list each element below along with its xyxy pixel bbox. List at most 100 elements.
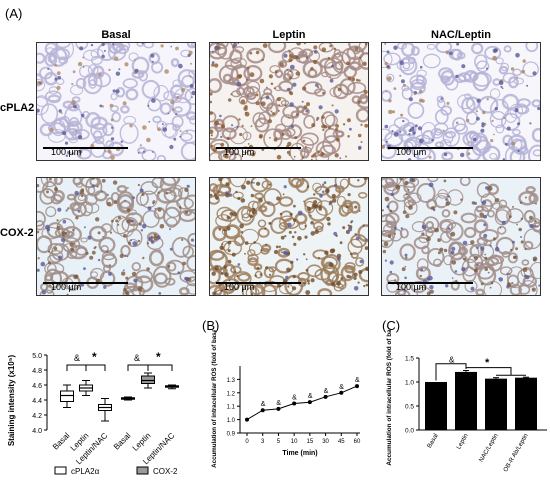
data-point	[355, 384, 359, 389]
tissue-texture	[37, 43, 195, 160]
column-leptin-label: Leptin	[272, 29, 306, 41]
data-point	[323, 394, 328, 399]
significance-mark: &	[292, 395, 297, 402]
legend-label: cPLA2α	[71, 467, 100, 476]
bar	[425, 382, 447, 430]
series-line	[246, 385, 358, 421]
data-point	[292, 401, 297, 406]
x-tick-label: 60	[354, 439, 361, 445]
scale-label: 100 μm	[396, 147, 427, 157]
scale-bar	[216, 282, 301, 284]
scale-bar	[43, 147, 128, 149]
x-tick-label: 5	[277, 439, 281, 445]
micrograph-cox2-leptin: 100 μm	[209, 177, 369, 296]
legend-swatch-cpla2	[54, 466, 67, 475]
y-tick-label: 1.0	[405, 380, 414, 387]
y-tick-label: 4.6	[32, 383, 42, 390]
legend-swatch-cox2	[136, 466, 149, 475]
box	[60, 390, 74, 402]
significance-mark: *	[92, 350, 97, 364]
bar	[455, 371, 477, 430]
row-cox2-label: COX-2	[0, 227, 34, 239]
box-plot-chart: 5.0 4.8 4.6 4.4 4.2 4.0 Staining intensity (x1…	[7, 350, 179, 476]
scale-label: 100 μm	[51, 147, 82, 157]
y-tick-label: 0.0	[405, 428, 414, 435]
significance-mark: &	[276, 400, 281, 407]
panel-c-label: (C)	[382, 318, 401, 333]
y-tick-label: 4.4	[32, 398, 42, 405]
y-axis-label: Accumulation of intracellular ROS (fold …	[386, 330, 393, 466]
data-point	[276, 406, 281, 411]
x-category-label: OB-R Ab/Leptin	[502, 432, 530, 473]
tissue-image	[382, 178, 540, 295]
x-tick-label: 10	[291, 439, 298, 445]
scale-bar	[216, 147, 301, 149]
tissue-texture	[210, 178, 368, 295]
x-category-label: Basal	[112, 431, 133, 452]
tissue-image	[210, 43, 368, 160]
significance-mark: &	[74, 353, 80, 363]
x-category-label: Leptin	[131, 431, 153, 453]
y-tick-label: 4.0	[32, 428, 42, 435]
tissue-texture	[382, 178, 540, 295]
tissue-image	[382, 43, 540, 160]
tissue-texture	[210, 43, 368, 160]
significance-bracket	[435, 363, 467, 381]
significance-mark: &	[324, 388, 329, 395]
column-nac-leptin-label: NAC/Leptin	[431, 29, 491, 41]
significance-mark: &	[449, 355, 455, 364]
tissue-texture	[382, 43, 540, 160]
y-tick-label: 4.8	[32, 368, 42, 375]
micrograph-cpla2-leptin: 100 μm	[209, 42, 369, 161]
x-tick-label: 15	[307, 439, 314, 445]
x-category-label: Basal	[51, 431, 72, 452]
significance-mark: &	[308, 393, 313, 400]
bar	[515, 377, 537, 430]
data-point	[307, 400, 312, 405]
data-point	[339, 390, 344, 395]
y-tick-label: 1.5	[405, 356, 414, 363]
x-tick-label: 45	[338, 439, 345, 445]
x-axis-label: Time (min)	[282, 450, 317, 457]
scale-label: 100 μm	[224, 147, 255, 157]
y-axis-label: Staining intensity (x10⁵)	[7, 355, 16, 447]
scale-bar	[43, 282, 128, 284]
scale-bar	[388, 147, 473, 149]
tissue-image	[210, 178, 368, 295]
significance-bracket	[85, 364, 106, 371]
micrograph-cox2-basal: 100 μm	[36, 177, 196, 296]
significance-mark: *	[156, 350, 161, 364]
y-tick-label: 0.5	[405, 404, 414, 411]
significance-mark: *	[485, 357, 490, 369]
y-tick-label: 1.2	[227, 391, 236, 397]
scale-label: 100 μm	[51, 282, 82, 292]
panel-b-label: (B)	[202, 318, 220, 333]
box	[141, 375, 155, 384]
y-tick-label: 1.0	[227, 418, 236, 424]
x-tick-label: 0	[245, 439, 249, 445]
line-chart: 1.3 1.2 1.1 1.0 0.9 Accumulation of intracell…	[211, 330, 361, 468]
panel-a-label: (A)	[5, 6, 23, 21]
bar-chart: 1.5 1.0 0.5 0.0 Accumulation of intracellula…	[386, 330, 547, 473]
scale-bar	[388, 282, 473, 284]
y-tick-label: 5.0	[32, 353, 42, 360]
tissue-image	[37, 178, 195, 295]
row-cpla2-label: cPLA2	[0, 102, 35, 114]
data-point	[245, 417, 249, 422]
data-point	[260, 408, 265, 413]
legend-label: COX-2	[153, 467, 178, 476]
bar	[485, 378, 507, 430]
column-basal-label: Basal	[101, 29, 131, 41]
micrograph-cpla2-basal: 100 μm	[36, 42, 196, 161]
tissue-texture	[37, 178, 195, 295]
significance-mark: &	[355, 377, 360, 384]
tissue-image	[37, 43, 195, 160]
x-category-label: Basal	[426, 433, 440, 450]
y-tick-label: 0.9	[227, 432, 236, 438]
micrograph-cpla2-nac-leptin: 100 μm	[381, 42, 541, 161]
significance-mark: &	[134, 353, 140, 363]
scale-label: 100 μm	[224, 282, 255, 292]
significance-bracket	[465, 367, 512, 376]
y-axis-label: Accumulation of intracellular ROS (fold …	[211, 330, 218, 468]
significance-bracket	[66, 364, 87, 371]
